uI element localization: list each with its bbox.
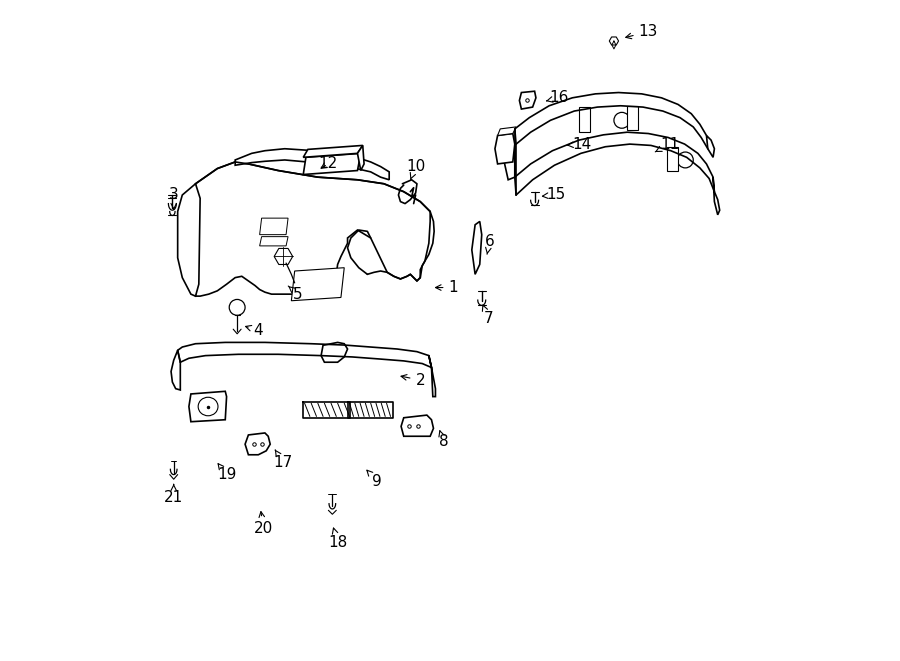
Text: 8: 8	[438, 431, 448, 449]
Polygon shape	[627, 106, 638, 130]
Polygon shape	[472, 221, 482, 274]
Polygon shape	[303, 145, 363, 157]
Polygon shape	[303, 153, 361, 175]
Text: 1: 1	[436, 280, 458, 295]
Polygon shape	[706, 136, 715, 157]
Polygon shape	[274, 249, 292, 264]
Polygon shape	[195, 162, 430, 296]
Text: 3: 3	[169, 188, 178, 209]
Polygon shape	[428, 356, 436, 397]
Polygon shape	[495, 134, 515, 164]
Polygon shape	[189, 391, 227, 422]
Text: 21: 21	[164, 485, 184, 505]
Text: 15: 15	[543, 188, 565, 202]
Polygon shape	[498, 127, 516, 136]
Text: 7: 7	[482, 305, 493, 326]
Text: 12: 12	[318, 157, 338, 171]
Text: 4: 4	[246, 323, 263, 338]
Polygon shape	[321, 342, 347, 362]
Text: 17: 17	[274, 450, 293, 470]
Text: 6: 6	[485, 234, 494, 254]
Polygon shape	[171, 350, 180, 390]
Polygon shape	[579, 107, 590, 132]
Polygon shape	[667, 147, 678, 171]
Polygon shape	[235, 149, 389, 180]
Text: 9: 9	[367, 470, 382, 488]
Polygon shape	[177, 184, 200, 296]
Text: 11: 11	[655, 137, 680, 152]
Polygon shape	[292, 268, 344, 301]
Polygon shape	[713, 177, 720, 215]
Polygon shape	[519, 91, 536, 109]
Text: 16: 16	[546, 91, 569, 105]
Polygon shape	[504, 142, 515, 180]
Text: 5: 5	[288, 286, 302, 301]
Polygon shape	[401, 415, 434, 436]
Polygon shape	[259, 237, 288, 246]
Text: 2: 2	[401, 373, 425, 387]
Polygon shape	[259, 218, 288, 235]
Text: 20: 20	[254, 512, 274, 536]
Polygon shape	[357, 145, 364, 171]
Text: 18: 18	[328, 528, 347, 549]
Text: 14: 14	[567, 137, 592, 151]
Text: 13: 13	[626, 24, 658, 39]
Text: 10: 10	[406, 159, 426, 179]
Polygon shape	[245, 433, 270, 455]
Polygon shape	[609, 37, 618, 45]
Text: 19: 19	[217, 463, 237, 482]
